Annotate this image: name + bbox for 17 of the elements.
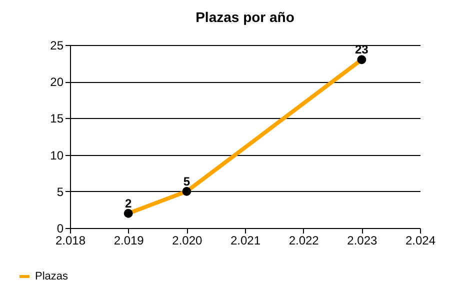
y-tick-label: 0 [56, 222, 64, 236]
x-tick-label: 2.021 [230, 234, 261, 248]
y-tick-label: 20 [50, 75, 64, 90]
data-label: 5 [183, 174, 190, 188]
x-tick-label: 2.022 [288, 234, 320, 248]
x-tick-label: 2.019 [114, 234, 144, 248]
y-tick-label: 15 [50, 112, 64, 126]
x-tick-label: 2.020 [172, 234, 203, 248]
legend-label: Plazas [35, 270, 69, 282]
chart-title: Plazas por año [196, 9, 294, 25]
x-tick-label: 2.018 [55, 234, 86, 248]
y-tick-label: 25 [50, 38, 64, 52]
x-tick-label: 2.023 [347, 234, 378, 248]
data-label: 2 [124, 196, 132, 210]
x-tick-label: 2.024 [405, 234, 436, 248]
y-tick-label: 10 [50, 148, 64, 162]
y-tick-label: 5 [56, 184, 64, 199]
